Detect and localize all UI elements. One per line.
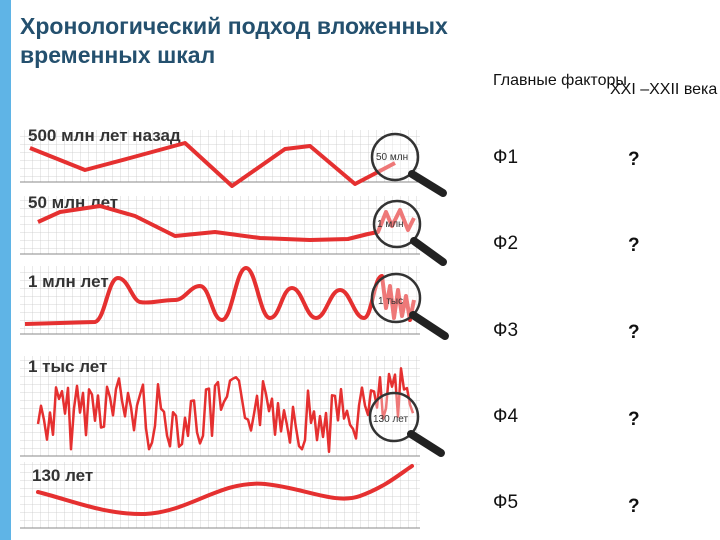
magnifier-icon: 130 лет [368, 391, 445, 457]
factor-label-2: Ф2 [493, 233, 519, 254]
magnifier-icon: 1 тыс [370, 272, 449, 340]
column-header-factors: Главные факторы [493, 72, 627, 89]
series-line [37, 204, 416, 242]
timescale-panel-3: 1 млн лет [20, 266, 420, 335]
timescale-label: 130 лет [32, 466, 93, 485]
unknown-value-5: ? [628, 496, 640, 517]
grid-background [20, 462, 420, 528]
series-line [29, 141, 396, 188]
svg-text:50 млн: 50 млн [376, 152, 408, 163]
unknown-value-2: ? [628, 235, 640, 256]
timescale-label: 1 млн лет [28, 272, 109, 291]
timescale-panel-5: 130 лет [20, 462, 420, 529]
factor-label-4: Ф4 [493, 406, 519, 427]
column-header-century: XXI –XXII века [610, 81, 718, 98]
grid-background [20, 196, 420, 254]
unknown-value-4: ? [628, 409, 640, 430]
timescale-label: 1 тыс лет [28, 357, 107, 376]
series-line [36, 367, 415, 454]
timescale-label: 500 млн лет назад [28, 126, 181, 145]
series-line [36, 464, 414, 517]
timescale-panel-2: 50 млн лет [20, 193, 420, 255]
page-title: Хронологический подход вложенных временн… [20, 13, 448, 68]
left-accent-bar [0, 0, 11, 540]
timescale-panel-1: 500 млн лет назад [20, 126, 420, 188]
magnifier-icon: 1 млн [372, 199, 447, 266]
factor-label-3: Ф3 [493, 320, 519, 341]
svg-text:1 тыс: 1 тыс [378, 296, 403, 307]
svg-text:1 млн: 1 млн [377, 219, 404, 230]
factor-label-1: Ф1 [493, 147, 519, 168]
svg-text:130 лет: 130 лет [373, 414, 409, 425]
timescale-panel-4: 1 тыс лет [20, 356, 420, 457]
factor-label-5: Ф5 [493, 492, 519, 513]
magnifier-icon: 50 млн [370, 132, 447, 197]
series-line [24, 266, 416, 326]
unknown-value-3: ? [628, 322, 640, 343]
unknown-value-1: ? [628, 149, 640, 170]
